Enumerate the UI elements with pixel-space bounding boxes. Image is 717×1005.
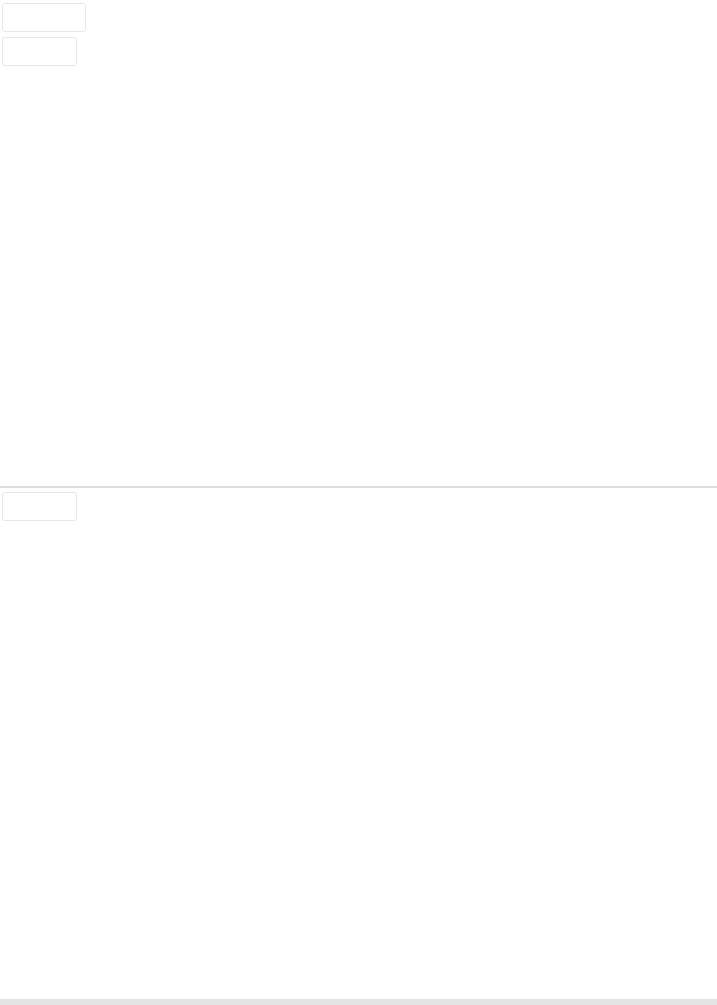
dps-bar-accent-bar — [5, 494, 10, 519]
panel-divider — [0, 486, 717, 488]
legend-dps-overlay[interactable] — [2, 37, 77, 66]
bottom-scroll-strip — [0, 999, 717, 1005]
dps-series-accent-bar — [5, 39, 10, 64]
legend-price-series[interactable] — [2, 3, 86, 32]
price-series-accent-bar — [5, 5, 10, 30]
dps-axis-badge-bottom — [562, 563, 717, 591]
dps-axis-badge-top — [641, 76, 717, 104]
last-price-axis-badge — [563, 103, 640, 131]
legend-dps-bars[interactable] — [2, 492, 77, 521]
